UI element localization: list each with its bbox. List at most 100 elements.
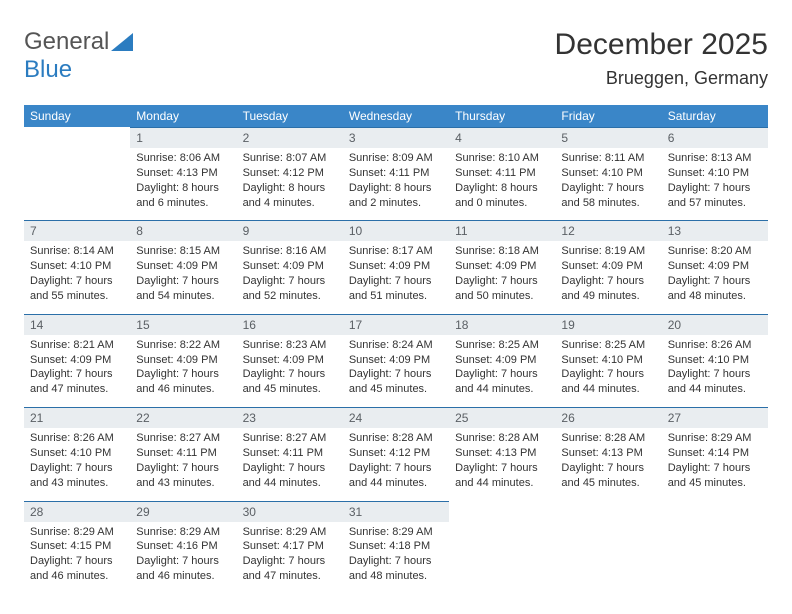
daylight-text-1: Daylight: 7 hours — [243, 274, 337, 289]
day-details: Sunrise: 8:06 AMSunset: 4:13 PMDaylight:… — [130, 148, 236, 212]
sunrise-text: Sunrise: 8:11 AM — [561, 151, 655, 166]
daylight-text-2: and 46 minutes. — [30, 569, 124, 584]
day-cell: 1Sunrise: 8:06 AMSunset: 4:13 PMDaylight… — [130, 127, 236, 220]
calendar-cell: 17Sunrise: 8:24 AMSunset: 4:09 PMDayligh… — [343, 314, 449, 407]
calendar-cell: 28Sunrise: 8:29 AMSunset: 4:15 PMDayligh… — [24, 501, 130, 594]
daylight-text-2: and 2 minutes. — [349, 196, 443, 211]
day-cell: 19Sunrise: 8:25 AMSunset: 4:10 PMDayligh… — [555, 314, 661, 407]
calendar-cell: 2Sunrise: 8:07 AMSunset: 4:12 PMDaylight… — [237, 127, 343, 220]
day-number: 4 — [449, 128, 555, 148]
daylight-text-1: Daylight: 7 hours — [243, 554, 337, 569]
day-details: Sunrise: 8:23 AMSunset: 4:09 PMDaylight:… — [237, 335, 343, 399]
day-details: Sunrise: 8:09 AMSunset: 4:11 PMDaylight:… — [343, 148, 449, 212]
day-number: 16 — [237, 315, 343, 335]
daylight-text-2: and 44 minutes. — [561, 382, 655, 397]
calendar-cell: 12Sunrise: 8:19 AMSunset: 4:09 PMDayligh… — [555, 220, 661, 313]
sunrise-text: Sunrise: 8:09 AM — [349, 151, 443, 166]
day-number: 8 — [130, 221, 236, 241]
weekday-fri: Friday — [555, 105, 661, 127]
day-details: Sunrise: 8:22 AMSunset: 4:09 PMDaylight:… — [130, 335, 236, 399]
weekday-thu: Thursday — [449, 105, 555, 127]
calendar-body: 1Sunrise: 8:06 AMSunset: 4:13 PMDaylight… — [24, 127, 768, 594]
calendar-cell: 4Sunrise: 8:10 AMSunset: 4:11 PMDaylight… — [449, 127, 555, 220]
sunset-text: Sunset: 4:16 PM — [136, 539, 230, 554]
day-cell: 23Sunrise: 8:27 AMSunset: 4:11 PMDayligh… — [237, 407, 343, 500]
sunset-text: Sunset: 4:10 PM — [561, 166, 655, 181]
daylight-text-2: and 44 minutes. — [455, 382, 549, 397]
daylight-text-1: Daylight: 8 hours — [349, 181, 443, 196]
day-cell: 29Sunrise: 8:29 AMSunset: 4:16 PMDayligh… — [130, 501, 236, 594]
sunset-text: Sunset: 4:11 PM — [455, 166, 549, 181]
daylight-text-2: and 45 minutes. — [561, 476, 655, 491]
daylight-text-2: and 44 minutes. — [243, 476, 337, 491]
sunrise-text: Sunrise: 8:28 AM — [455, 431, 549, 446]
day-details: Sunrise: 8:25 AMSunset: 4:09 PMDaylight:… — [449, 335, 555, 399]
daylight-text-2: and 48 minutes. — [349, 569, 443, 584]
sunrise-text: Sunrise: 8:14 AM — [30, 244, 124, 259]
day-number: 27 — [662, 408, 768, 428]
calendar-cell: 15Sunrise: 8:22 AMSunset: 4:09 PMDayligh… — [130, 314, 236, 407]
daylight-text-2: and 45 minutes. — [349, 382, 443, 397]
day-details: Sunrise: 8:26 AMSunset: 4:10 PMDaylight:… — [662, 335, 768, 399]
day-number: 29 — [130, 502, 236, 522]
daylight-text-1: Daylight: 7 hours — [136, 554, 230, 569]
day-cell: 26Sunrise: 8:28 AMSunset: 4:13 PMDayligh… — [555, 407, 661, 500]
day-number: 23 — [237, 408, 343, 428]
day-number: 12 — [555, 221, 661, 241]
sunset-text: Sunset: 4:10 PM — [668, 353, 762, 368]
calendar-cell: 26Sunrise: 8:28 AMSunset: 4:13 PMDayligh… — [555, 407, 661, 500]
day-number: 22 — [130, 408, 236, 428]
header: General December 2025 Brueggen, Germany — [24, 28, 768, 89]
day-number: 26 — [555, 408, 661, 428]
daylight-text-1: Daylight: 7 hours — [561, 181, 655, 196]
day-number: 10 — [343, 221, 449, 241]
calendar-cell: 25Sunrise: 8:28 AMSunset: 4:13 PMDayligh… — [449, 407, 555, 500]
sunset-text: Sunset: 4:09 PM — [243, 353, 337, 368]
day-cell: 20Sunrise: 8:26 AMSunset: 4:10 PMDayligh… — [662, 314, 768, 407]
sunset-text: Sunset: 4:10 PM — [30, 259, 124, 274]
location-subtitle: Brueggen, Germany — [555, 68, 768, 89]
calendar-cell: 23Sunrise: 8:27 AMSunset: 4:11 PMDayligh… — [237, 407, 343, 500]
daylight-text-2: and 46 minutes. — [136, 382, 230, 397]
sunset-text: Sunset: 4:10 PM — [561, 353, 655, 368]
daylight-text-2: and 0 minutes. — [455, 196, 549, 211]
daylight-text-1: Daylight: 7 hours — [30, 367, 124, 382]
sunrise-text: Sunrise: 8:25 AM — [561, 338, 655, 353]
sunrise-text: Sunrise: 8:26 AM — [30, 431, 124, 446]
day-details: Sunrise: 8:29 AMSunset: 4:15 PMDaylight:… — [24, 522, 130, 586]
daylight-text-1: Daylight: 8 hours — [455, 181, 549, 196]
sunrise-text: Sunrise: 8:17 AM — [349, 244, 443, 259]
day-details: Sunrise: 8:28 AMSunset: 4:12 PMDaylight:… — [343, 428, 449, 492]
sunset-text: Sunset: 4:13 PM — [561, 446, 655, 461]
day-details: Sunrise: 8:28 AMSunset: 4:13 PMDaylight:… — [555, 428, 661, 492]
day-cell: 11Sunrise: 8:18 AMSunset: 4:09 PMDayligh… — [449, 220, 555, 313]
weekday-sat: Saturday — [662, 105, 768, 127]
calendar-week-row: 21Sunrise: 8:26 AMSunset: 4:10 PMDayligh… — [24, 407, 768, 500]
day-details: Sunrise: 8:14 AMSunset: 4:10 PMDaylight:… — [24, 241, 130, 305]
day-cell: 10Sunrise: 8:17 AMSunset: 4:09 PMDayligh… — [343, 220, 449, 313]
daylight-text-2: and 45 minutes. — [243, 382, 337, 397]
sunrise-text: Sunrise: 8:22 AM — [136, 338, 230, 353]
sunrise-text: Sunrise: 8:27 AM — [243, 431, 337, 446]
day-details: Sunrise: 8:07 AMSunset: 4:12 PMDaylight:… — [237, 148, 343, 212]
day-cell: 31Sunrise: 8:29 AMSunset: 4:18 PMDayligh… — [343, 501, 449, 594]
daylight-text-2: and 44 minutes. — [455, 476, 549, 491]
sunset-text: Sunset: 4:14 PM — [668, 446, 762, 461]
daylight-text-2: and 55 minutes. — [30, 289, 124, 304]
sunrise-text: Sunrise: 8:27 AM — [136, 431, 230, 446]
daylight-text-1: Daylight: 8 hours — [243, 181, 337, 196]
day-cell: 14Sunrise: 8:21 AMSunset: 4:09 PMDayligh… — [24, 314, 130, 407]
sunset-text: Sunset: 4:09 PM — [136, 353, 230, 368]
day-number: 9 — [237, 221, 343, 241]
day-number: 6 — [662, 128, 768, 148]
day-number: 15 — [130, 315, 236, 335]
daylight-text-1: Daylight: 7 hours — [30, 461, 124, 476]
sunset-text: Sunset: 4:09 PM — [349, 259, 443, 274]
calendar-cell: 31Sunrise: 8:29 AMSunset: 4:18 PMDayligh… — [343, 501, 449, 594]
day-cell: 2Sunrise: 8:07 AMSunset: 4:12 PMDaylight… — [237, 127, 343, 220]
daylight-text-1: Daylight: 7 hours — [561, 461, 655, 476]
day-details: Sunrise: 8:29 AMSunset: 4:14 PMDaylight:… — [662, 428, 768, 492]
sunset-text: Sunset: 4:09 PM — [455, 259, 549, 274]
day-cell: 18Sunrise: 8:25 AMSunset: 4:09 PMDayligh… — [449, 314, 555, 407]
daylight-text-1: Daylight: 7 hours — [136, 367, 230, 382]
